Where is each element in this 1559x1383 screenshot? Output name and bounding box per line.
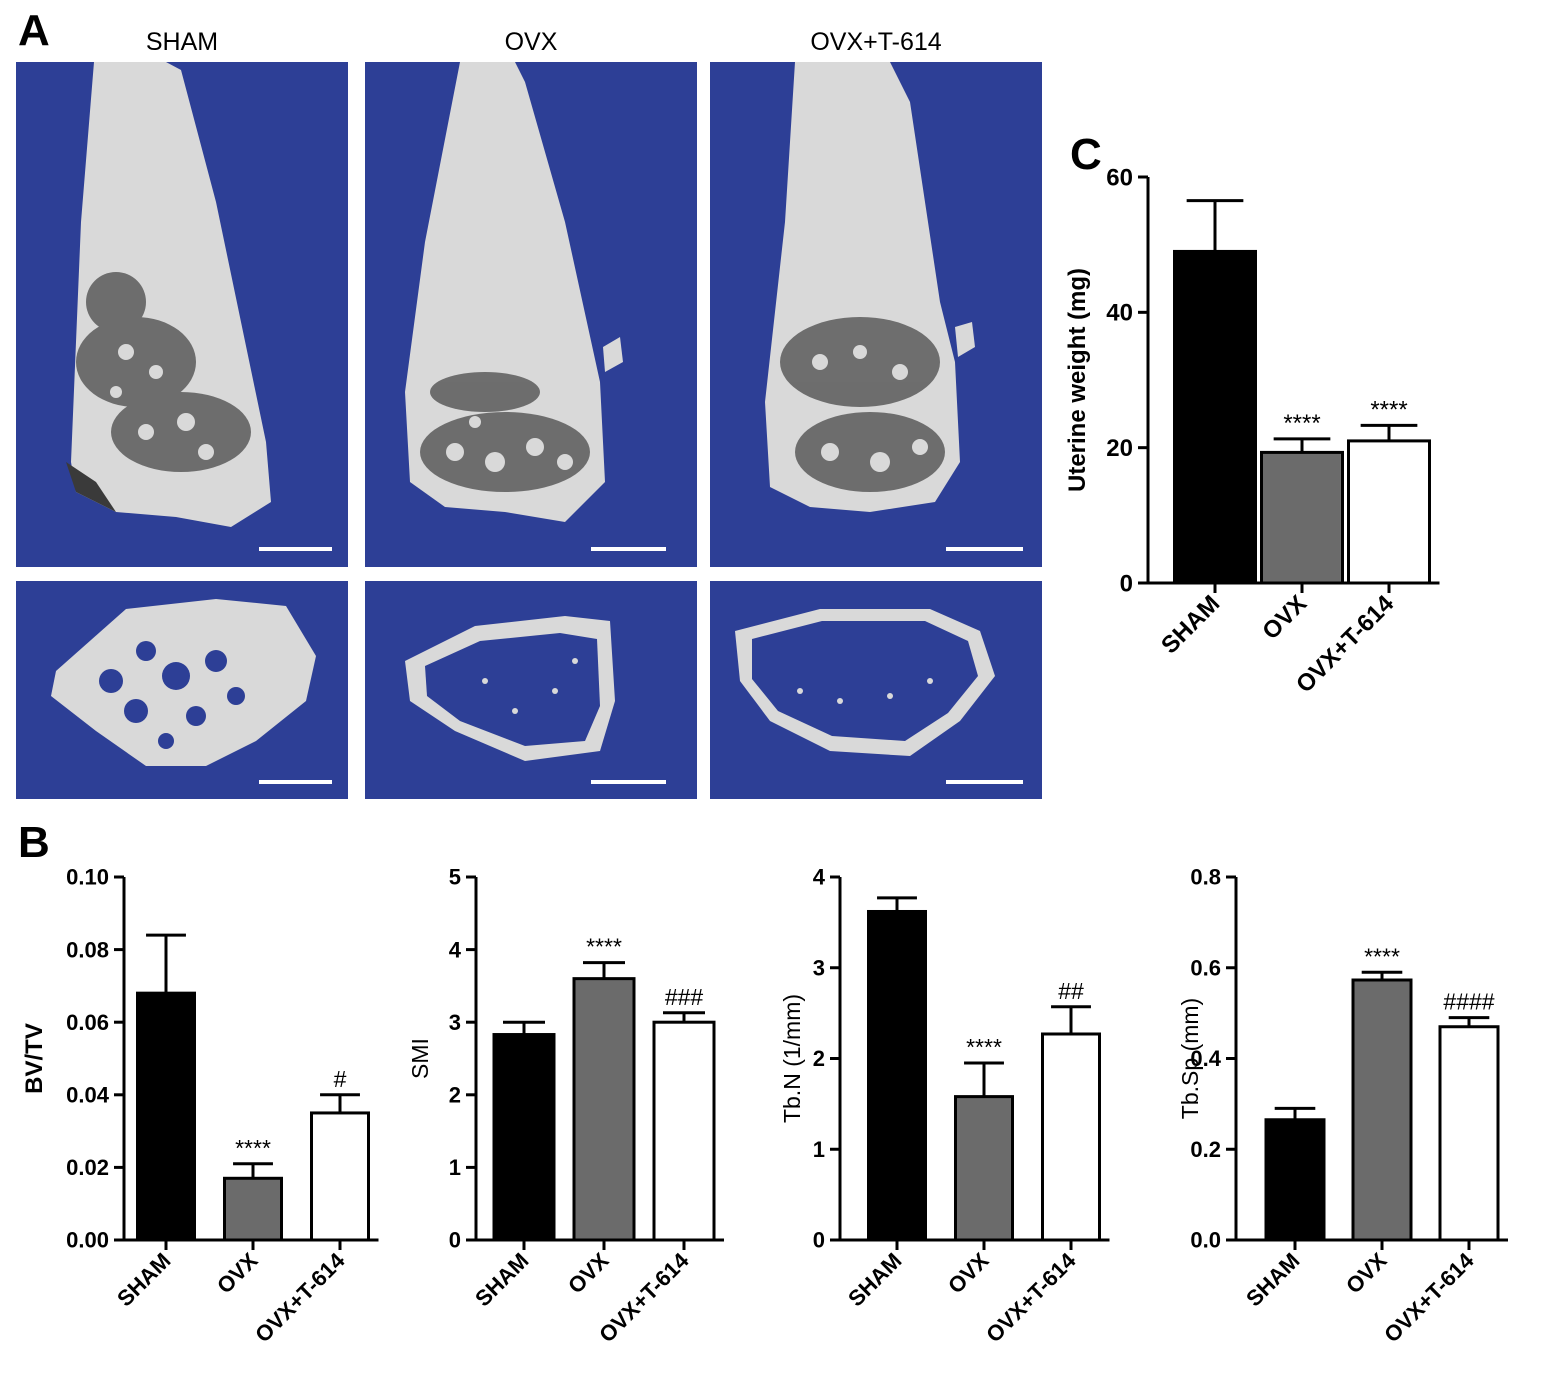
bar-sham bbox=[867, 909, 927, 1242]
bar-sham bbox=[136, 991, 196, 1242]
significance-label: #### bbox=[1443, 989, 1494, 1015]
y-axis-label: Tb.Sp (mm) bbox=[1177, 998, 1203, 1119]
bar-ovx-t-614 bbox=[310, 1111, 370, 1242]
group-title-sham: SHAM bbox=[145, 28, 219, 56]
x-tick-label: OVX bbox=[212, 1248, 263, 1299]
scale-bar bbox=[591, 780, 666, 784]
ct-longitudinal-ovx bbox=[365, 62, 697, 567]
bar-ovx bbox=[1351, 978, 1413, 1242]
scale-bar bbox=[591, 547, 666, 551]
femur-longitudinal-image-sham bbox=[66, 62, 271, 527]
ct-cross-ovx-t614 bbox=[710, 581, 1042, 799]
y-tick-label: 2 bbox=[813, 1046, 825, 1071]
y-tick-label: 0.10 bbox=[66, 865, 109, 890]
bar-ovx-t-614 bbox=[1438, 1025, 1500, 1242]
y-axis-label: BV/TV bbox=[21, 1023, 48, 1094]
y-tick-label: 2 bbox=[449, 1083, 461, 1108]
significance-label: **** bbox=[1364, 943, 1400, 969]
y-axis-label: Uterine weight (mg) bbox=[1064, 268, 1091, 492]
x-tick-label: SHAM bbox=[1241, 1248, 1304, 1311]
significance-label: **** bbox=[586, 934, 622, 960]
x-tick-label: SHAM bbox=[1156, 590, 1225, 659]
group-title-ovx-t614: OVX+T-614 bbox=[810, 28, 942, 56]
y-tick-label: 0.00 bbox=[66, 1228, 109, 1253]
x-tick-label: OVX bbox=[563, 1248, 614, 1299]
x-tick-label: OVX+T-614 bbox=[250, 1247, 350, 1347]
scale-bar bbox=[259, 780, 332, 784]
y-tick-label: 5 bbox=[449, 865, 461, 890]
y-tick-label: 0.6 bbox=[1190, 955, 1221, 980]
ct-longitudinal-sham bbox=[16, 62, 348, 567]
x-tick-label: OVX bbox=[943, 1248, 994, 1299]
x-tick-label: OVX bbox=[1257, 590, 1312, 645]
femur-longitudinal-image-ovx bbox=[405, 62, 623, 522]
x-tick-label: SHAM bbox=[112, 1248, 175, 1311]
y-tick-label: 1 bbox=[813, 1137, 825, 1162]
x-tick-label: OVX bbox=[1341, 1248, 1392, 1299]
y-tick-label: 0.0 bbox=[1190, 1228, 1221, 1253]
y-tick-label: 0.8 bbox=[1190, 865, 1221, 890]
y-tick-label: 0.02 bbox=[66, 1155, 109, 1180]
x-tick-label: OVX+T-614 bbox=[981, 1247, 1081, 1347]
y-tick-label: 1 bbox=[449, 1155, 461, 1180]
y-tick-label: 3 bbox=[813, 955, 825, 980]
ct-cross-ovx bbox=[365, 581, 697, 799]
y-tick-label: 4 bbox=[813, 865, 826, 890]
y-tick-label: 20 bbox=[1106, 435, 1133, 462]
significance-label: **** bbox=[1283, 410, 1320, 437]
x-tick-label: OVX+T-614 bbox=[1379, 1247, 1479, 1347]
panel-label-a: A bbox=[18, 6, 50, 55]
bar-ovx-t-614 bbox=[1347, 439, 1431, 585]
ct-longitudinal-ovx-t614 bbox=[710, 62, 1042, 567]
chart-b-tbsp: 0.0 0.2 0.4 0.6 0.8 Tb.Sp (mm) SHAM OVX **** OVX+… bbox=[1177, 865, 1508, 1347]
bar-ovx bbox=[223, 1176, 283, 1242]
scale-bar bbox=[946, 780, 1023, 784]
y-tick-label: 0.04 bbox=[66, 1083, 110, 1108]
y-tick-label: 0 bbox=[449, 1228, 461, 1253]
y-tick-label: 0 bbox=[813, 1228, 825, 1253]
bar-sham bbox=[1173, 249, 1257, 585]
chart-b-bvtv: 0.00 0.02 0.04 0.06 0.08 0.10 BV/TV SHAM OVX ****… bbox=[21, 865, 379, 1347]
y-tick-label: 0.08 bbox=[66, 937, 109, 962]
group-title-ovx: OVX bbox=[504, 28, 558, 56]
y-tick-label: 0.2 bbox=[1190, 1137, 1221, 1162]
y-tick-label: 4 bbox=[449, 937, 462, 962]
scale-bar bbox=[946, 547, 1023, 551]
y-tick-label: 0.4 bbox=[1190, 1046, 1221, 1071]
bar-ovx-t-614 bbox=[652, 1020, 716, 1242]
y-tick-label: 0 bbox=[1120, 570, 1133, 597]
significance-label: # bbox=[334, 1066, 347, 1092]
significance-label: **** bbox=[966, 1034, 1002, 1060]
chart-b-tbn: 0 1 2 3 4 Tb.N (1/mm) SHAM OVX **** OVX+T-614 ## bbox=[780, 865, 1110, 1347]
significance-label: **** bbox=[1370, 396, 1407, 423]
bar-sham bbox=[492, 1033, 556, 1242]
significance-label: **** bbox=[235, 1135, 271, 1161]
femur-longitudinal-image-ovx-t614 bbox=[765, 62, 975, 512]
significance-label: ## bbox=[1058, 978, 1084, 1004]
bar-ovx bbox=[1260, 450, 1344, 585]
y-tick-label: 60 bbox=[1106, 164, 1133, 191]
significance-label: ### bbox=[665, 984, 704, 1010]
panel-label-c: C bbox=[1070, 130, 1102, 179]
femur-cross-image-sham bbox=[51, 599, 316, 766]
scale-bar bbox=[259, 547, 332, 551]
y-axis-label: Tb.N (1/mm) bbox=[780, 994, 805, 1123]
x-tick-label: SHAM bbox=[470, 1248, 533, 1311]
femur-cross-image-ovx bbox=[405, 616, 615, 761]
panel-label-b: B bbox=[18, 818, 50, 867]
x-tick-label: SHAM bbox=[843, 1248, 906, 1311]
bar-ovx bbox=[572, 977, 636, 1242]
y-tick-label: 0.06 bbox=[66, 1010, 109, 1035]
bar-ovx-t-614 bbox=[1041, 1032, 1101, 1242]
y-axis-label: SMI bbox=[407, 1038, 433, 1079]
bar-ovx bbox=[954, 1095, 1014, 1242]
y-tick-label: 3 bbox=[449, 1010, 461, 1035]
femur-cross-image-ovx-t614 bbox=[735, 609, 995, 756]
bar-sham bbox=[1264, 1118, 1326, 1242]
ct-cross-sham bbox=[16, 581, 348, 799]
y-tick-label: 40 bbox=[1106, 300, 1133, 327]
